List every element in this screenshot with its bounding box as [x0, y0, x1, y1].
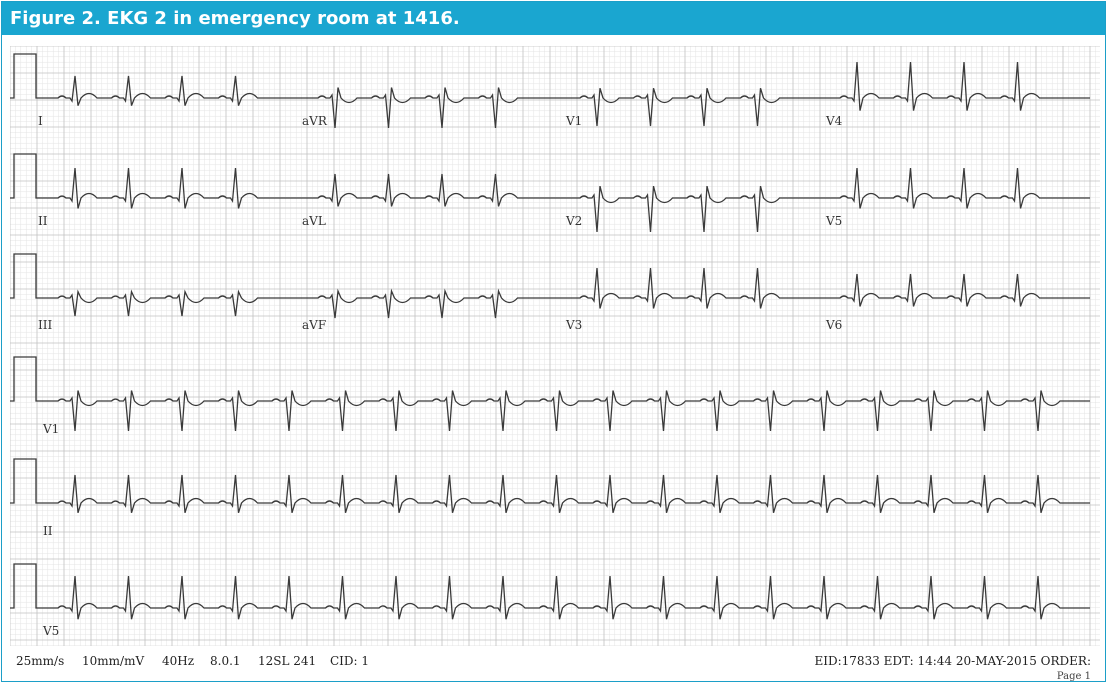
lead-label-v4: V4 [826, 114, 843, 128]
rhythm-v1-trace [10, 356, 1090, 432]
gain-setting: 10mm/mV [82, 654, 145, 668]
lead-label-avf: aVF [302, 318, 327, 332]
lead-label-v3: V3 [566, 318, 583, 332]
rhythm-ii-trace [10, 458, 1090, 513]
lead-v6-trace [822, 273, 1090, 307]
rhythm-label-v1: V1 [43, 422, 60, 436]
rhythm-v5-trace [10, 563, 1090, 620]
lead-avf-trace [300, 288, 562, 319]
lead-label-i: I [38, 114, 43, 128]
filter-setting: 40Hz [162, 654, 195, 668]
ekg-grid-and-traces [10, 46, 1100, 646]
lead-v3-trace [562, 267, 822, 309]
lead-ii-trace [10, 153, 300, 209]
lead-v1-trace [562, 88, 822, 127]
cart-id: CID: 1 [330, 654, 370, 668]
lead-iii-trace [10, 253, 300, 317]
rhythm-label-v5: V5 [43, 624, 60, 638]
software-version: 8.0.1 [210, 654, 241, 668]
lead-label-v5: V5 [826, 214, 843, 228]
paper-speed: 25mm/s [16, 654, 65, 668]
lead-label-v2: V2 [566, 214, 583, 228]
lead-label-v6: V6 [826, 318, 843, 332]
analysis-program: 12SL 241 [258, 654, 317, 668]
lead-avr-trace [300, 87, 562, 129]
lead-v2-trace [562, 185, 822, 233]
lead-label-avr: aVR [302, 114, 327, 128]
figure-title: Figure 2. EKG 2 in emergency room at 141… [2, 2, 1105, 35]
page-number: Page 1 [1056, 671, 1091, 682]
record-info: EID:17833 EDT: 14:44 20-MAY-2015 ORDER: [814, 654, 1092, 668]
lead-label-v1: V1 [566, 114, 583, 128]
lead-label-ii: II [38, 214, 48, 228]
lead-i-trace [10, 53, 300, 106]
lead-label-avl: aVL [302, 214, 326, 228]
lead-label-iii: III [38, 318, 53, 332]
ekg-footer: 25mm/s 10mm/mV 40Hz 8.0.1 12SL 241 CID: … [10, 654, 1092, 682]
ekg-strip: I aVR V1 V4 II aVL V2 V5 III aVF V3 V6 V… [10, 46, 1100, 646]
lead-avl-trace [300, 173, 562, 207]
lead-v4-trace [822, 61, 1090, 111]
rhythm-label-ii: II [43, 524, 53, 538]
lead-v5-trace [822, 167, 1090, 209]
